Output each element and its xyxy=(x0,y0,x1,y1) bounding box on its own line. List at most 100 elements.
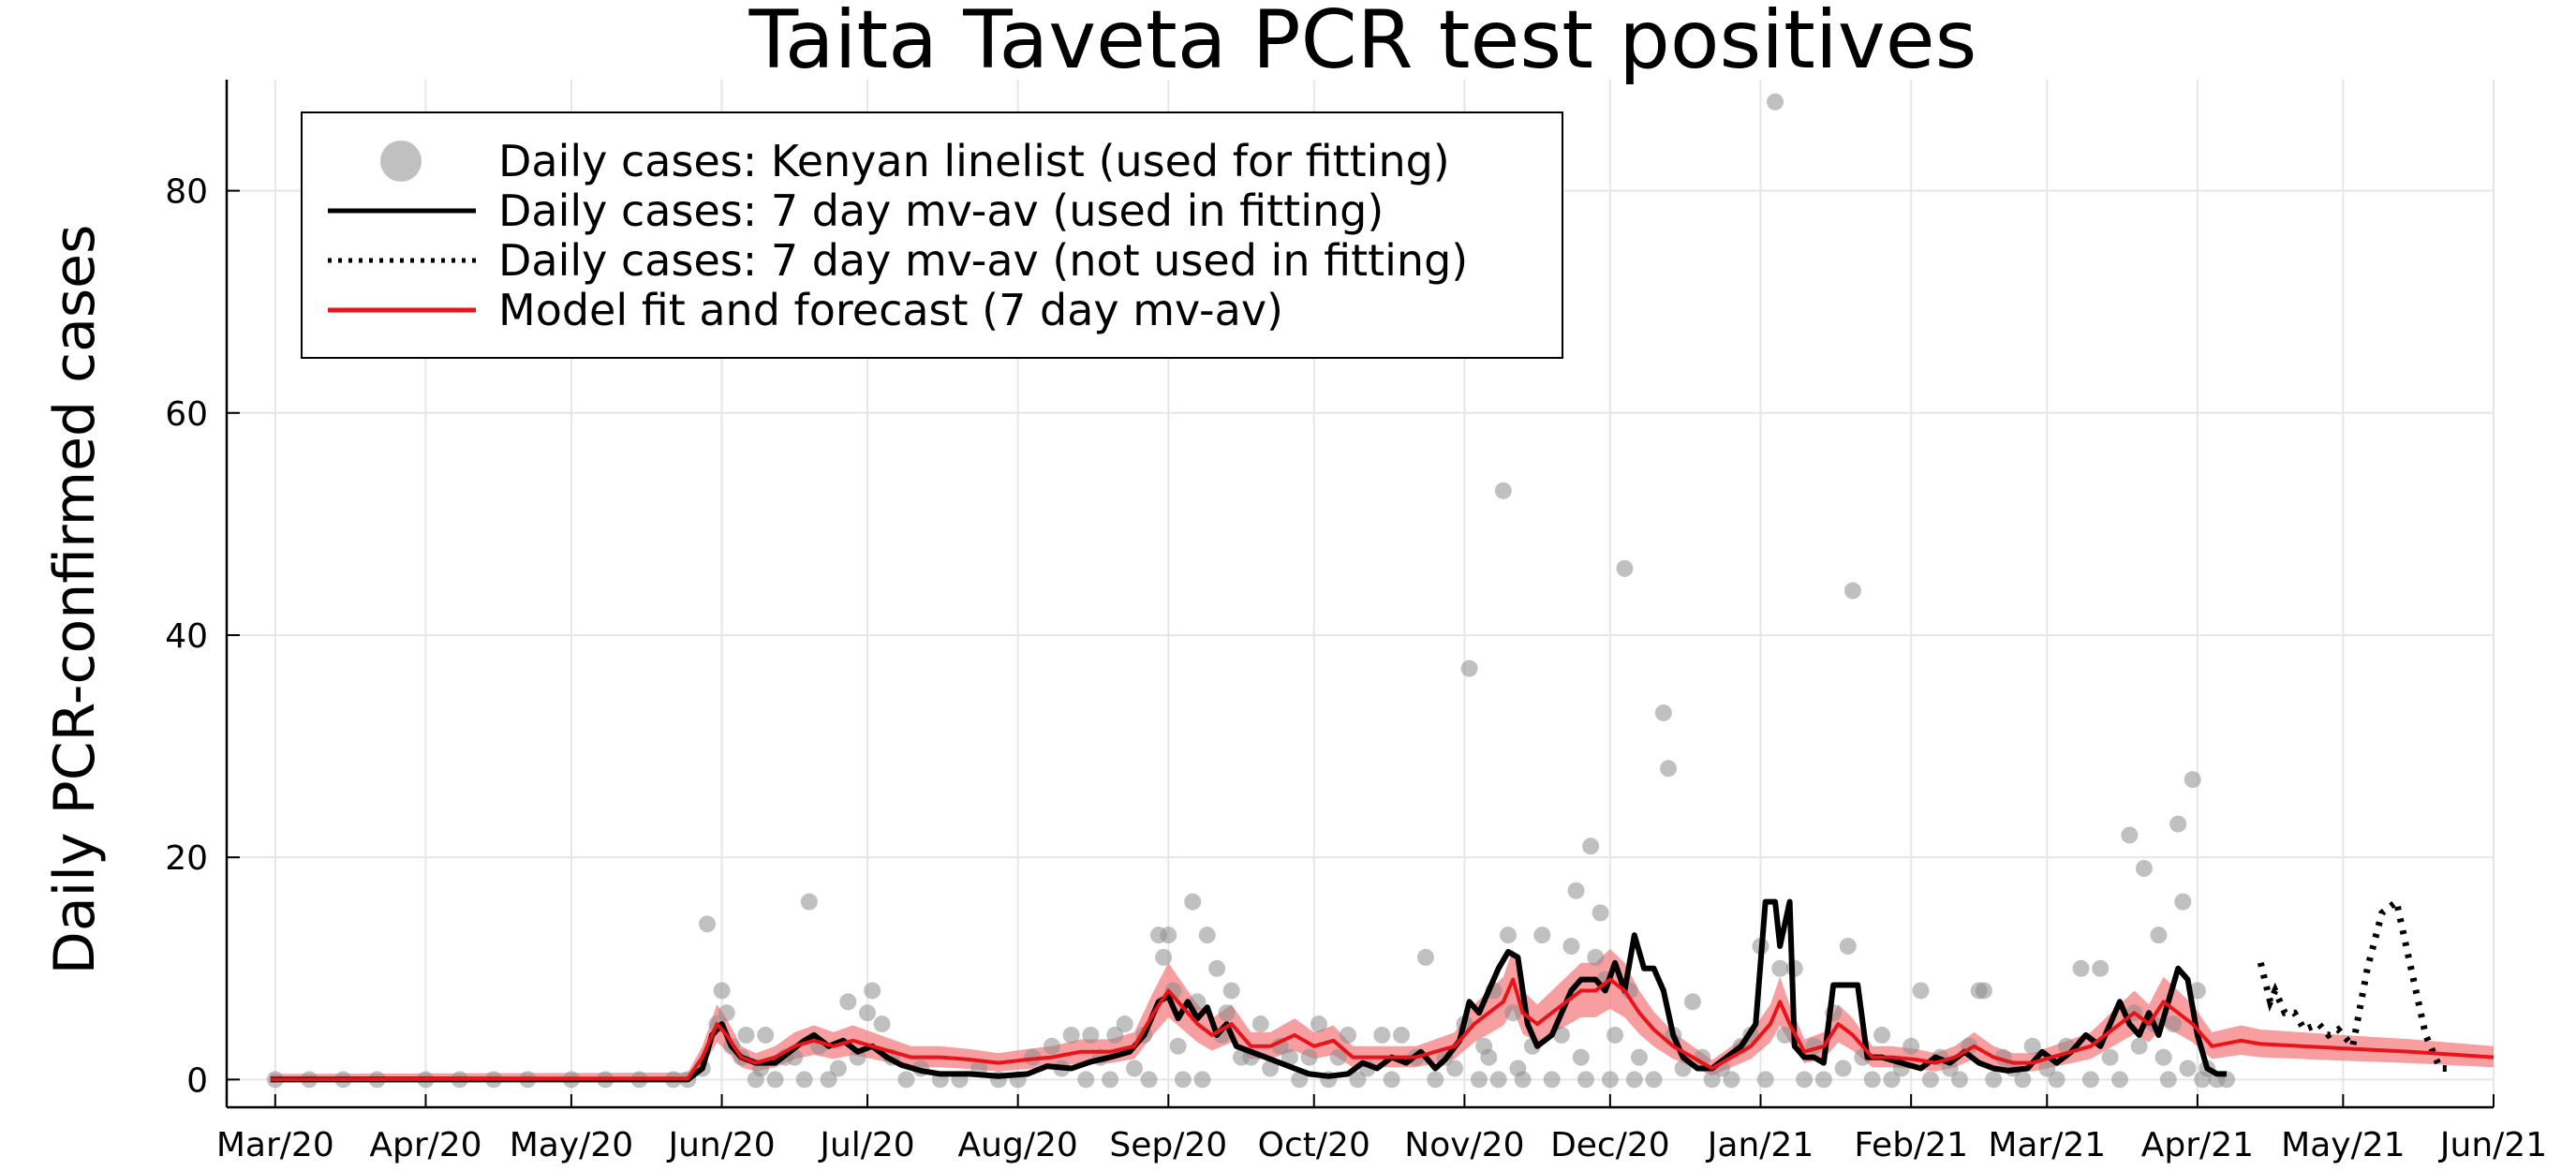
linelist-point xyxy=(1660,760,1678,778)
linelist-point xyxy=(1126,1060,1144,1077)
linelist-point xyxy=(1504,1004,1522,1022)
x-tick-label: Sep/20 xyxy=(1109,1126,1227,1164)
linelist-point xyxy=(1674,1060,1692,1077)
linelist-point xyxy=(2174,893,2192,911)
mvav-line-fitted xyxy=(270,898,2227,1083)
linelist-point xyxy=(2014,1071,2032,1089)
x-tick-label: Oct/20 xyxy=(1258,1126,1370,1164)
linelist-point xyxy=(1140,1071,1158,1089)
mvav-line-not-fitted xyxy=(2257,896,2450,1072)
linelist-point xyxy=(859,1004,877,1022)
linelist-point xyxy=(839,993,857,1011)
linelist-point xyxy=(1572,1048,1590,1066)
linelist-point xyxy=(2110,1071,2128,1089)
linelist-point xyxy=(699,915,717,933)
linelist-point xyxy=(2135,860,2153,878)
linelist-point xyxy=(795,1071,813,1089)
x-tick-label: Jun/21 xyxy=(2438,1126,2547,1164)
linelist-point xyxy=(1601,1071,1619,1089)
y-axis-label: Daily PCR-confirmed cases xyxy=(42,225,108,975)
linelist-point xyxy=(1921,1071,1939,1089)
linelist-point xyxy=(829,1060,847,1077)
x-tick-label: Nov/20 xyxy=(1404,1126,1524,1164)
linelist-point xyxy=(873,1015,891,1033)
x-tick-label: May/21 xyxy=(2281,1126,2405,1164)
legend-label-mvav: Daily cases: 7 day mv-av (used in fittin… xyxy=(498,185,1384,236)
linelist-point xyxy=(1470,1071,1488,1089)
linelist-point xyxy=(757,1026,775,1044)
linelist-point xyxy=(1814,1071,1832,1089)
linelist-point xyxy=(1291,1071,1309,1089)
linelist-point xyxy=(2072,959,2090,977)
linelist-point xyxy=(1577,1071,1594,1089)
linelist-point xyxy=(1393,1026,1411,1044)
linelist-point xyxy=(1843,582,1861,600)
x-tick-label: Mar/21 xyxy=(1988,1126,2106,1164)
linelist-point xyxy=(1543,1071,1561,1089)
linelist-point xyxy=(897,1071,915,1089)
linelist-point xyxy=(1863,1071,1881,1089)
linelist-point xyxy=(1756,1071,1774,1089)
linelist-point xyxy=(2159,1071,2177,1089)
x-tick-label: Aug/20 xyxy=(958,1126,1078,1164)
linelist-point xyxy=(1975,982,1992,1000)
linelist-point xyxy=(1723,1071,1740,1089)
linelist-point xyxy=(1703,1071,1721,1089)
linelist-point xyxy=(1310,1015,1327,1033)
series-lines xyxy=(270,896,2495,1083)
linelist-point xyxy=(2164,1015,2182,1033)
linelist-point xyxy=(1340,1026,1357,1044)
linelist-point xyxy=(1082,1026,1100,1044)
linelist-point xyxy=(2150,926,2168,944)
linelist-point xyxy=(2130,1037,2148,1055)
x-tick-label: Jul/20 xyxy=(818,1126,914,1164)
linelist-point xyxy=(1184,893,1202,911)
linelist-point xyxy=(1514,1071,1532,1089)
linelist-point xyxy=(1591,904,1609,922)
linelist-point xyxy=(1839,938,1857,956)
linelist-point xyxy=(1155,948,1173,966)
linelist-point xyxy=(1106,1026,1124,1044)
linelist-point xyxy=(2038,1060,2056,1077)
x-tick-label: Jan/21 xyxy=(1706,1126,1814,1164)
linelist-point xyxy=(1567,882,1585,899)
linelist-point xyxy=(2092,959,2110,977)
legend: Daily cases: Kenyan linelist (used for f… xyxy=(301,111,1563,359)
linelist-point xyxy=(2121,826,2139,844)
linelist-point xyxy=(1873,1026,1891,1044)
linelist-point xyxy=(1174,1071,1192,1089)
linelist-point xyxy=(1912,982,1930,1000)
linelist-point xyxy=(1446,1060,1464,1077)
linelist-point xyxy=(1582,837,1600,855)
linelist-point xyxy=(1796,1071,1814,1089)
legend-label-points: Daily cases: Kenyan linelist (used for f… xyxy=(498,136,1450,186)
linelist-point xyxy=(1416,948,1434,966)
linelist-point xyxy=(2101,1048,2119,1066)
linelist-point xyxy=(1222,982,1240,1000)
linelist-point xyxy=(1771,959,1789,977)
linelist-point xyxy=(718,1004,735,1022)
linelist-point xyxy=(1373,1026,1391,1044)
linelist-point xyxy=(1077,1071,1095,1089)
linelist-point xyxy=(1533,926,1551,944)
linelist-point xyxy=(1281,1048,1298,1066)
axes xyxy=(225,80,2495,1109)
linelist-point xyxy=(1776,1026,1794,1044)
linelist-point xyxy=(1208,959,1226,977)
x-tick-label: May/20 xyxy=(510,1126,633,1164)
x-tick-label: Dec/20 xyxy=(1550,1126,1670,1164)
model-line xyxy=(270,977,2495,1082)
linelist-point xyxy=(1500,926,1517,944)
linelist-point xyxy=(1193,1071,1211,1089)
linelist-point xyxy=(2048,1071,2065,1089)
linelist-point xyxy=(1169,1037,1187,1055)
linelist-point xyxy=(1427,1071,1444,1089)
linelist-point xyxy=(1043,1037,1060,1055)
linelist-point xyxy=(766,1071,784,1089)
linelist-point xyxy=(1251,1015,1269,1033)
linelist-point xyxy=(1645,1071,1663,1089)
linelist-point xyxy=(820,1071,837,1089)
linelist-point xyxy=(864,982,881,1000)
x-tick-label: Feb/21 xyxy=(1854,1126,1968,1164)
